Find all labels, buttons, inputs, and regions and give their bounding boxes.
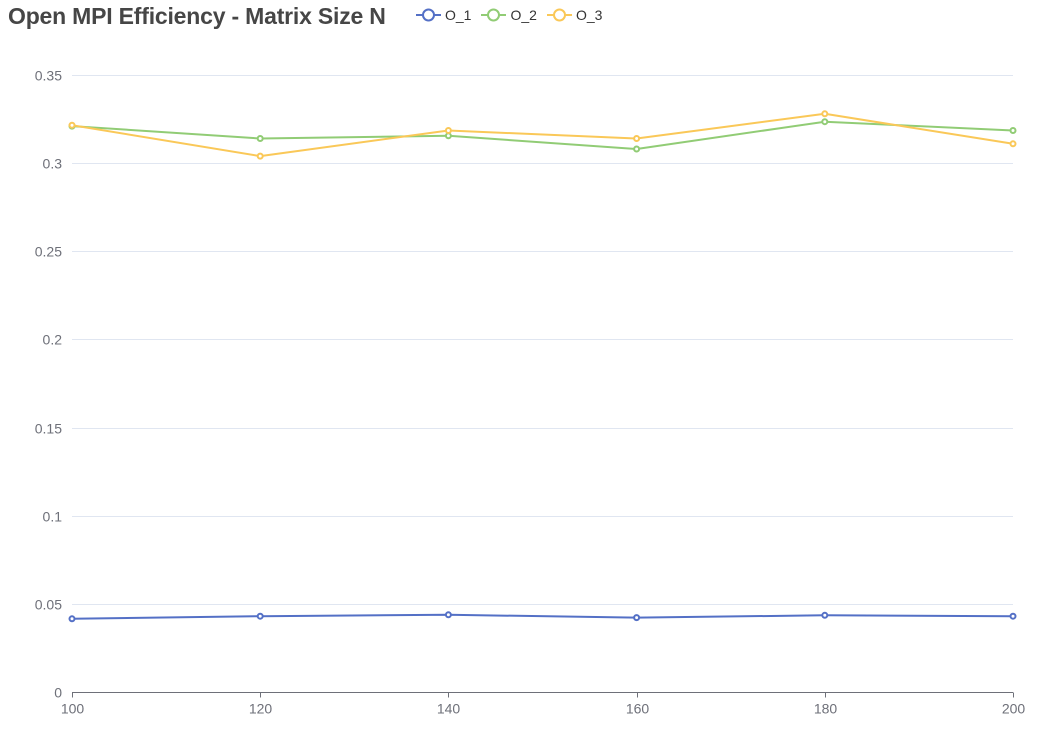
x-tick-label: 180 [814,701,838,717]
legend: O_1 O_2 O_3 [416,4,612,26]
data-point-o1[interactable] [68,615,76,623]
chart-title: Open MPI Efficiency - Matrix Size N [8,3,386,29]
y-tick-label: 0.25 [35,244,62,260]
series-line-o2 [71,120,1014,150]
legend-item-o3[interactable]: O_3 [546,7,603,23]
x-axis: 100 120 140 160 180 200 [61,692,1026,717]
y-tick-label: 0.15 [35,421,62,437]
y-axis-labels: 0 0.05 0.1 0.15 0.2 0.25 0.3 0.35 [35,68,62,701]
series-o3 [68,110,1017,160]
x-tick-label: 120 [249,701,273,717]
data-point-o1[interactable] [633,614,641,622]
data-point-o3[interactable] [68,121,76,129]
grid-lines [72,75,1013,605]
y-tick-label: 0.35 [35,68,62,84]
data-point-o2[interactable] [821,118,829,126]
y-tick-label: 0.05 [35,597,62,613]
data-point-o2[interactable] [256,135,264,142]
legend-label-o3: O_3 [575,7,603,23]
x-tick-label: 100 [61,701,85,717]
data-point-o1[interactable] [1009,612,1017,620]
data-point-o3[interactable] [1009,140,1017,148]
legend-item-o1[interactable]: O_1 [416,7,471,23]
data-point-o1[interactable] [444,611,452,619]
legend-label-o2: O_2 [510,7,537,23]
data-point-o3[interactable] [633,135,641,142]
legend-marker-o1 [416,8,441,22]
legend-item-o2[interactable]: O_2 [481,7,537,23]
data-point-o1[interactable] [821,611,829,619]
y-tick-label: 0.3 [43,156,63,172]
series-line-o1 [71,613,1014,620]
series-lines [68,110,1017,623]
data-point-o1[interactable] [256,612,264,620]
data-point-o2[interactable] [444,132,452,140]
series-o1 [68,611,1017,623]
data-point-o3[interactable] [444,127,452,134]
x-tick-label: 160 [626,701,650,717]
y-tick-label: 0.1 [43,509,63,525]
x-tick-label: 200 [1002,701,1026,717]
legend-marker-o3 [546,8,572,22]
legend-marker-o2 [481,8,507,22]
data-point-o2[interactable] [1009,127,1017,134]
y-tick-label: 0 [54,685,62,701]
data-point-o3[interactable] [821,110,829,118]
data-point-o2[interactable] [633,145,641,153]
legend-label-o1: O_1 [445,7,472,23]
series-line-o3 [71,112,1014,158]
y-tick-label: 0.2 [43,332,63,348]
x-tick-label: 140 [437,701,461,717]
data-point-o3[interactable] [256,152,264,160]
